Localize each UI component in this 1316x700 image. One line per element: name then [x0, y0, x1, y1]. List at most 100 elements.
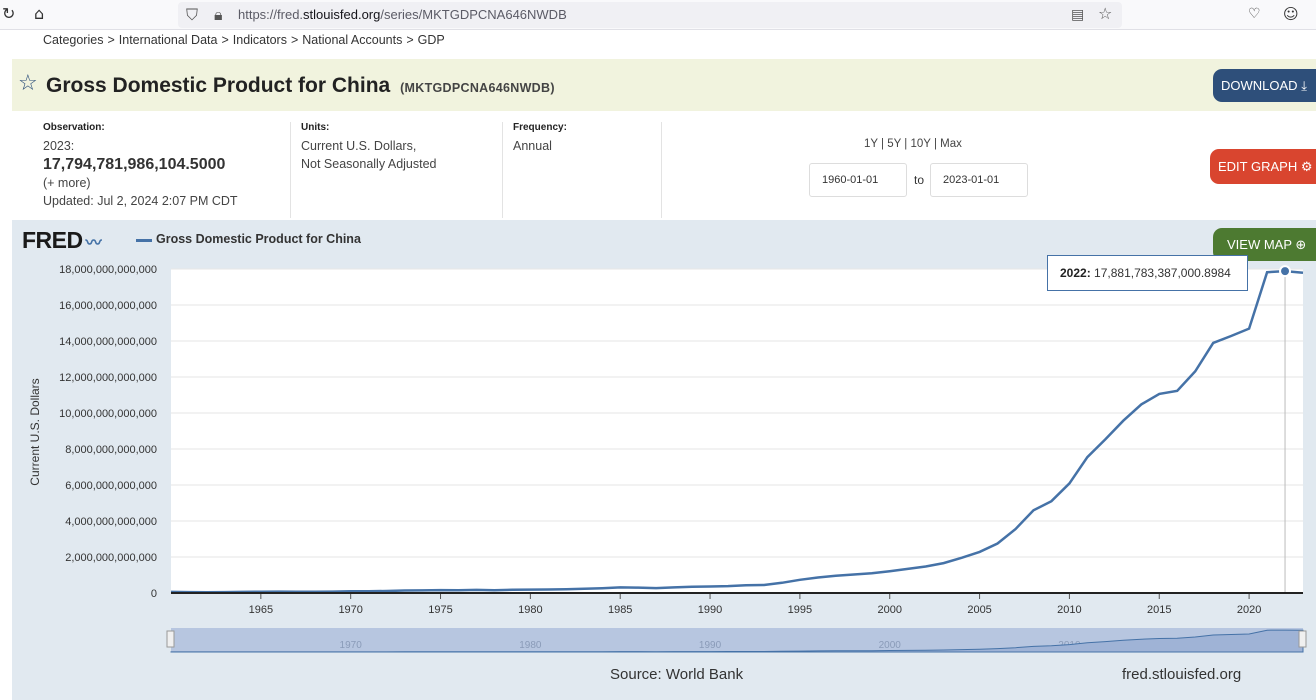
series-header: ☆ Gross Domestic Product for China (MKTG… — [12, 59, 1316, 111]
range-5y[interactable]: 5Y — [887, 138, 902, 150]
favorite-star-icon[interactable]: ☆ — [18, 71, 38, 96]
x-tick-label: 2005 — [967, 604, 991, 616]
breadcrumb-separator: > — [406, 33, 414, 47]
pocket-icon[interactable]: ♡ — [1248, 6, 1261, 22]
breadcrumb-indicators[interactable]: Indicators — [232, 33, 287, 47]
units-line-1: Current U.S. Dollars, — [301, 139, 417, 153]
observation-block: Observation: 2023: 17,794,781,986,104.50… — [43, 122, 238, 210]
y-tick-label: 14,000,000,000,000 — [59, 336, 157, 348]
address-bar[interactable]: ⛉ 🔒︎ https://fred.stlouisfed.org/series/… — [178, 2, 1122, 28]
x-tick-label: 2000 — [877, 604, 901, 616]
x-tick-label: 1965 — [249, 604, 273, 616]
lock-icon[interactable]: 🔒︎ — [214, 5, 223, 24]
source-credit[interactable]: Source: World Bank — [610, 666, 744, 683]
graph-panel: FRED 〰 Gross Domestic Product for China V… — [12, 220, 1316, 700]
navigator-series — [170, 629, 1304, 653]
series-title: Gross Domestic Product for China — [46, 74, 391, 97]
edit-graph-label: EDIT GRAPH — [1218, 159, 1298, 174]
download-button[interactable]: DOWNLOAD ⤓ — [1213, 69, 1316, 102]
bookmark-star-icon[interactable]: ☆ — [1098, 4, 1113, 23]
download-label: DOWNLOAD — [1221, 78, 1298, 93]
updated-timestamp: Updated: Jul 2, 2024 2:07 PM CDT — [43, 194, 238, 208]
browser-toolbar: ↻ ⌂ ⛉ 🔒︎ https://fred.stlouisfed.org/ser… — [0, 0, 1316, 30]
y-axis-label: Current U.S. Dollars — [28, 378, 42, 485]
divider — [502, 122, 503, 218]
x-tick-label: 1970 — [338, 604, 362, 616]
download-icon: ⤓ — [1301, 79, 1307, 94]
account-icon[interactable]: ☺ — [1283, 5, 1299, 23]
page-title: Gross Domestic Product for China (MKTGDP… — [46, 74, 555, 98]
y-tick-label: 18,000,000,000,000 — [59, 264, 157, 276]
breadcrumb-national-accounts[interactable]: National Accounts — [302, 33, 403, 47]
range-links: 1Y | 5Y | 10Y | Max — [864, 138, 962, 150]
y-tick-label: 16,000,000,000,000 — [59, 300, 157, 312]
gear-icon: ⚙ — [1300, 160, 1313, 175]
legend-swatch — [136, 239, 152, 242]
x-tick-label: 2010 — [1057, 604, 1081, 616]
navigator-tick-label: 1970 — [340, 640, 363, 651]
breadcrumb-separator: > — [107, 33, 115, 47]
units-block: Units: Current U.S. Dollars, Not Seasona… — [301, 122, 437, 173]
divider — [661, 122, 662, 218]
breadcrumb-separator: > — [221, 33, 229, 47]
reader-view-icon[interactable]: ▤ — [1071, 7, 1085, 23]
edit-graph-button[interactable]: EDIT GRAPH ⚙ — [1210, 149, 1316, 184]
x-tick-label: 1975 — [428, 604, 452, 616]
y-tick-label: 6,000,000,000,000 — [65, 480, 157, 492]
units-label: Units: — [301, 122, 330, 133]
x-tick-label: 2020 — [1237, 604, 1261, 616]
legend-label: Gross Domestic Product for China — [156, 232, 361, 246]
x-tick-label: 1980 — [518, 604, 542, 616]
y-tick-label: 4,000,000,000,000 — [65, 516, 157, 528]
divider — [290, 122, 291, 218]
observation-value: 17,794,781,986,104.5000 — [43, 156, 226, 173]
frequency-label: Frequency: — [513, 122, 567, 133]
to-label: to — [914, 173, 925, 187]
start-date-input[interactable]: 1960-01-01 — [809, 163, 907, 197]
breadcrumb-separator: > — [290, 33, 299, 47]
navigator-tick-label: 1980 — [519, 640, 542, 651]
breadcrumb: Categories > International Data > Indicators… — [43, 33, 445, 47]
url-text[interactable]: https://fred.stlouisfed.org/series/MKTGD… — [238, 7, 567, 22]
chart-tooltip: 2022: 17,881,783,387,000.8984 — [1047, 255, 1248, 291]
series-id: (MKTGDPCNA646NWDB) — [400, 81, 555, 95]
y-tick-label: 8,000,000,000,000 — [65, 444, 157, 456]
units-line-2: Not Seasonally Adjusted — [301, 157, 437, 171]
globe-icon: ⊕ — [1295, 238, 1307, 253]
x-tick-label: 2015 — [1147, 604, 1171, 616]
y-tick-label: 10,000,000,000,000 — [59, 408, 157, 420]
tooltip-value: 17,881,783,387,000.8984 — [1094, 266, 1231, 280]
breadcrumb-international-data[interactable]: International Data — [118, 33, 218, 47]
x-tick-label: 1990 — [698, 604, 722, 616]
range-max[interactable]: Max — [940, 138, 962, 150]
home-icon[interactable]: ⌂ — [34, 4, 45, 23]
range-10y[interactable]: 10Y — [910, 138, 931, 150]
breadcrumb-gdp[interactable]: GDP — [417, 33, 445, 47]
chart-logo-icon: 〰 — [85, 235, 102, 252]
more-observations-link[interactable]: (+ more) — [43, 176, 91, 190]
y-tick-label: 0 — [151, 588, 157, 600]
fred-logo: FRED 〰 — [22, 227, 102, 253]
x-tick-label: 1995 — [788, 604, 812, 616]
view-map-label: VIEW MAP — [1227, 237, 1292, 252]
navigator-tick-label: 1990 — [699, 640, 722, 651]
site-credit[interactable]: fred.stlouisfed.org — [1122, 666, 1242, 683]
y-tick-label: 12,000,000,000,000 — [59, 372, 157, 384]
navigator-left-handle[interactable] — [166, 630, 175, 648]
shield-icon[interactable]: ⛉ — [186, 5, 199, 24]
observation-label: Observation: — [43, 122, 105, 133]
range-1y[interactable]: 1Y — [864, 138, 878, 150]
reload-icon[interactable]: ↻ — [2, 4, 16, 23]
end-date-input[interactable]: 2023-01-01 — [930, 163, 1028, 197]
navigator-tick-label: 2000 — [879, 640, 902, 651]
breadcrumb-categories[interactable]: Categories — [43, 33, 104, 47]
plot-area — [171, 269, 1303, 593]
navigator-right-handle[interactable] — [1298, 630, 1307, 648]
view-map-button[interactable]: VIEW MAP ⊕ — [1213, 228, 1316, 261]
frequency-block: Frequency: Annual — [513, 122, 567, 155]
gdp-line-chart[interactable]: 0 2,000,000,000,000 4,000,000,000,000 6,000… — [12, 220, 1316, 660]
hover-point[interactable] — [1279, 265, 1292, 278]
y-tick-label: 2,000,000,000,000 — [65, 552, 157, 564]
series-line[interactable] — [170, 269, 1304, 594]
x-tick-label: 1985 — [608, 604, 632, 616]
